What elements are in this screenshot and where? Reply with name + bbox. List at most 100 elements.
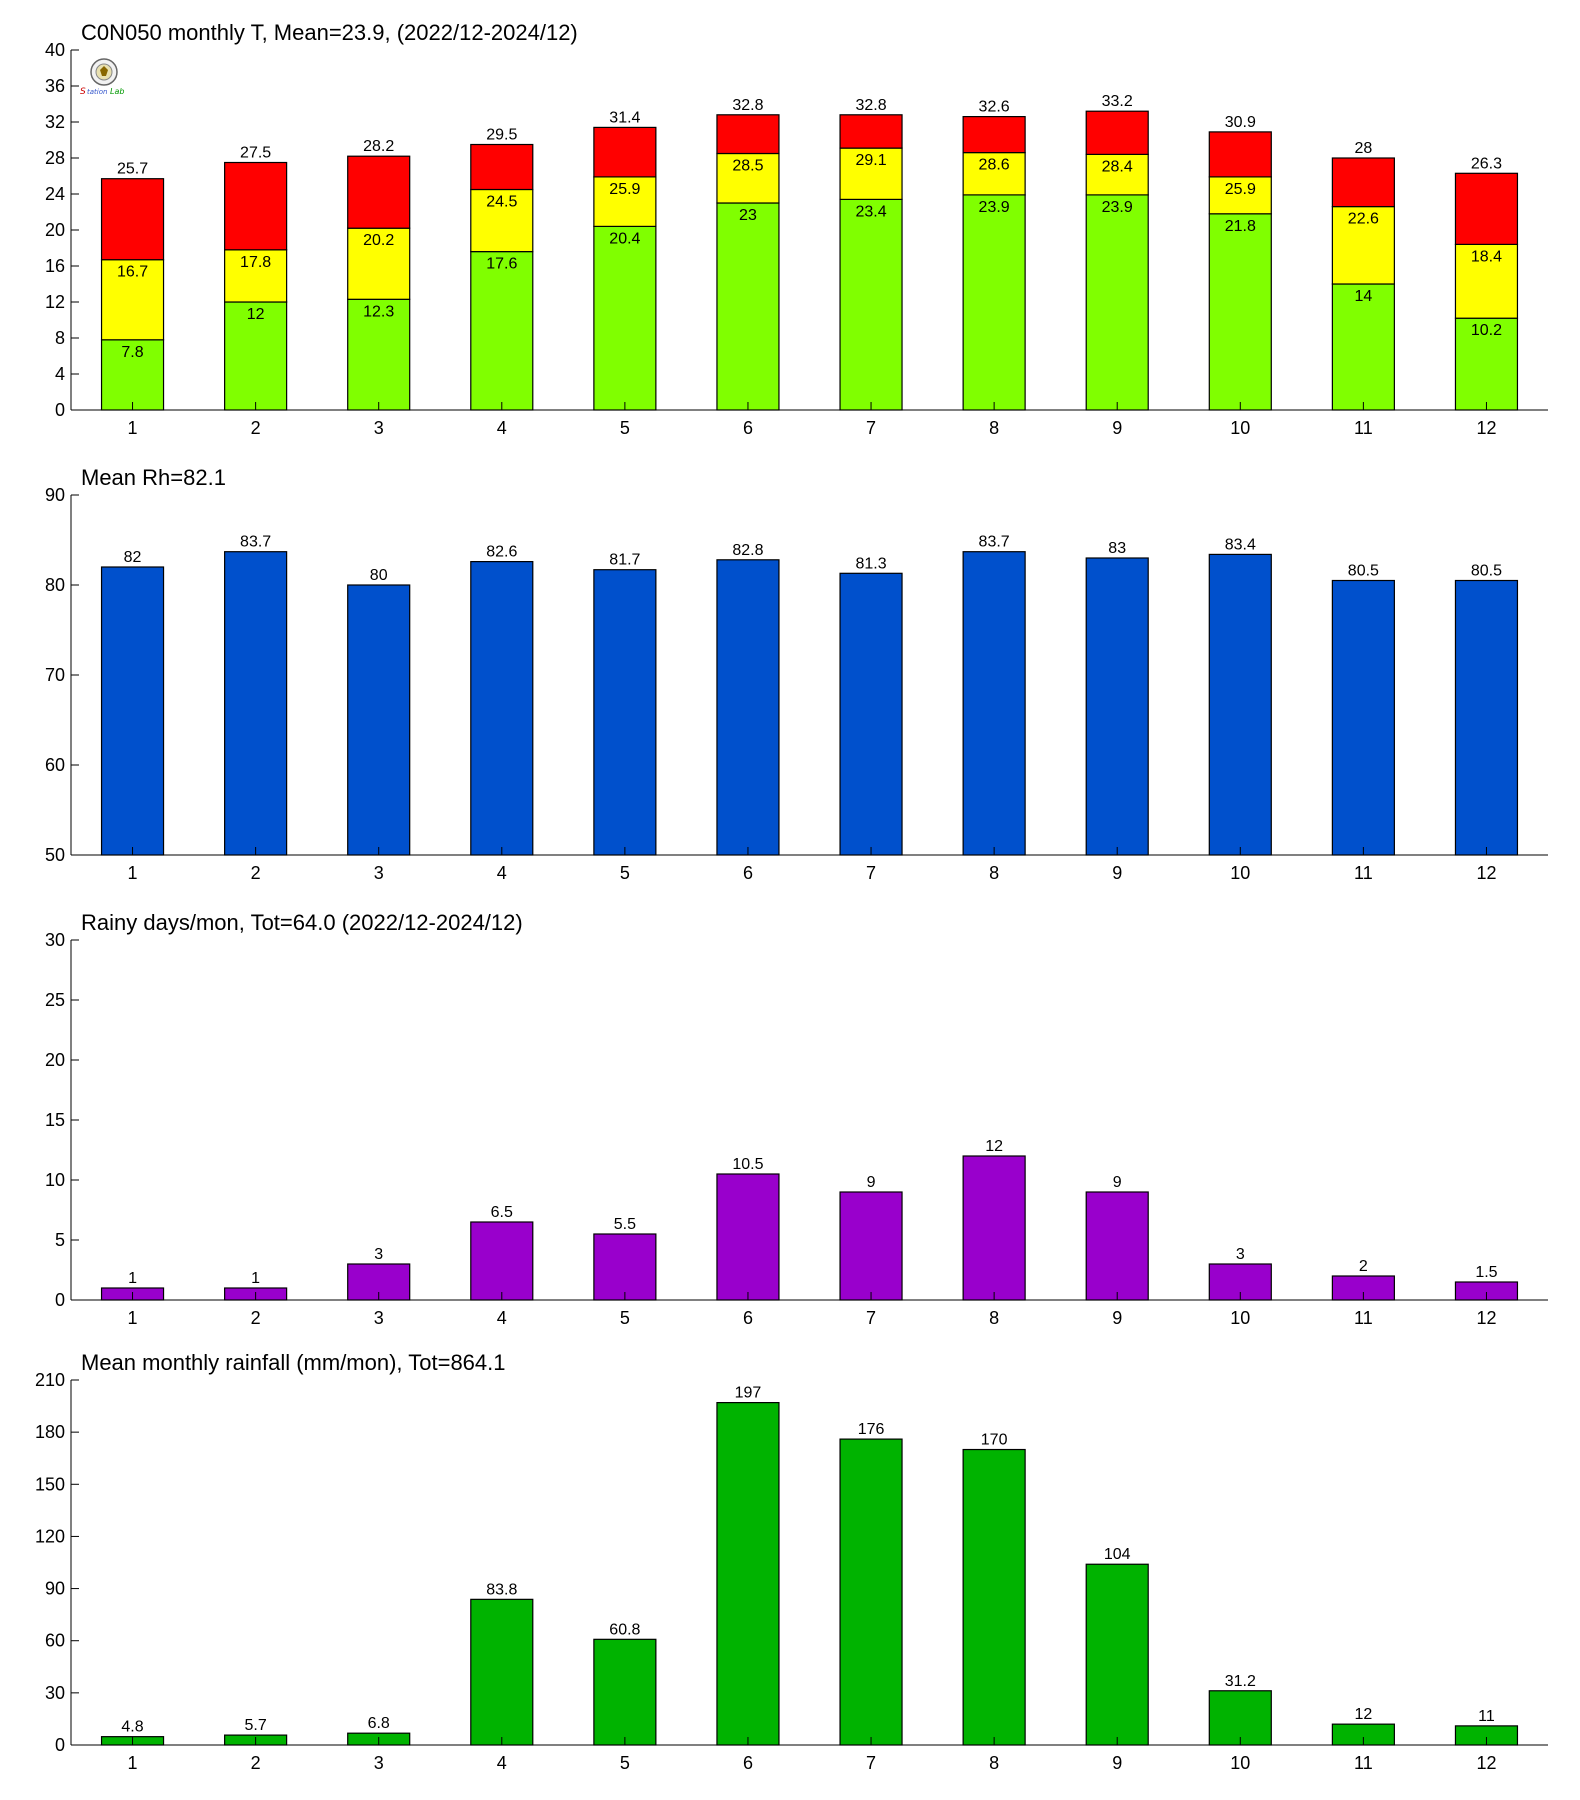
- label-mean-month-11: 22.6: [1348, 211, 1379, 228]
- bar-month-11: [1331, 579, 1395, 856]
- bar-month-9: [1085, 1191, 1149, 1301]
- data-label-month-4: 82.6: [486, 544, 517, 561]
- data-label-month-10: 3: [1236, 1246, 1245, 1263]
- data-label-month-7: 81.3: [855, 555, 886, 572]
- label-max-month-1: 25.7: [117, 161, 148, 178]
- bar-min-month-8: [962, 194, 1026, 411]
- label-mean-month-8: 28.6: [979, 157, 1010, 174]
- bar-mean-month-3: [347, 227, 411, 300]
- data-label-month-6: 197: [735, 1385, 762, 1402]
- bar-max-month-7: [839, 114, 903, 149]
- x-tick-label-8: 8: [989, 863, 999, 883]
- data-label-month-9: 104: [1104, 1546, 1131, 1563]
- x-tick-label-6: 6: [743, 1308, 753, 1328]
- bar-max-month-11: [1331, 157, 1395, 208]
- bar-mean-month-4: [470, 188, 534, 253]
- data-label-month-6: 10.5: [732, 1156, 763, 1173]
- x-tick-label-7: 7: [866, 418, 876, 438]
- label-min-month-12: 10.2: [1471, 322, 1502, 339]
- data-label-month-2: 83.7: [240, 534, 271, 551]
- y-tick-label: 36: [45, 76, 65, 96]
- x-tick-label-4: 4: [497, 418, 507, 438]
- chart-panel-1: 25.716.77.827.517.81228.220.212.329.524.…: [45, 20, 1548, 438]
- bar-month-5: [593, 1233, 657, 1301]
- y-tick-label: 70: [45, 665, 65, 685]
- bar-month-9: [1085, 557, 1149, 856]
- chart-title: Mean monthly rainfall (mm/mon), Tot=864.…: [81, 1350, 506, 1375]
- x-tick-label-11: 11: [1354, 1308, 1373, 1328]
- data-label-month-8: 83.7: [979, 534, 1010, 551]
- bar-mean-month-9: [1085, 153, 1149, 196]
- x-tick-label-4: 4: [497, 1753, 507, 1773]
- bar-mean-month-10: [1208, 176, 1272, 215]
- label-min-month-6: 23: [739, 207, 757, 224]
- x-tick-label-2: 2: [251, 863, 261, 883]
- bar-month-4: [470, 1221, 534, 1301]
- svg-text:Lab: Lab: [110, 87, 124, 96]
- data-label-month-5: 81.7: [609, 552, 640, 569]
- bar-min-month-12: [1454, 317, 1519, 411]
- x-tick-label-9: 9: [1112, 1753, 1122, 1773]
- x-tick-label-9: 9: [1112, 418, 1122, 438]
- x-tick-label-6: 6: [743, 418, 753, 438]
- y-tick-label: 180: [35, 1422, 65, 1442]
- x-tick-label-1: 1: [128, 418, 138, 438]
- label-min-month-4: 17.6: [486, 256, 517, 273]
- data-label-month-1: 82: [124, 549, 142, 566]
- label-min-month-2: 12: [247, 306, 265, 323]
- label-max-month-2: 27.5: [240, 145, 271, 162]
- label-min-month-1: 7.8: [121, 344, 143, 361]
- data-label-month-7: 9: [867, 1174, 876, 1191]
- bar-month-3: [347, 584, 411, 856]
- bar-month-6: [716, 559, 780, 856]
- data-label-month-11: 2: [1359, 1258, 1368, 1275]
- data-label-month-12: 11: [1478, 1708, 1495, 1725]
- chart-title: Rainy days/mon, Tot=64.0 (2022/12-2024/1…: [81, 910, 523, 935]
- data-label-month-12: 80.5: [1471, 563, 1502, 580]
- x-tick-label-10: 10: [1230, 863, 1250, 883]
- bar-mean-month-6: [716, 152, 780, 204]
- x-tick-label-2: 2: [251, 1308, 261, 1328]
- x-tick-label-11: 11: [1354, 863, 1373, 883]
- x-tick-label-4: 4: [497, 863, 507, 883]
- x-tick-label-7: 7: [866, 1753, 876, 1773]
- x-tick-label-6: 6: [743, 1753, 753, 1773]
- label-mean-month-10: 25.9: [1225, 181, 1256, 198]
- label-max-month-10: 30.9: [1225, 114, 1256, 131]
- x-tick-label-3: 3: [374, 863, 384, 883]
- label-max-month-5: 31.4: [609, 109, 640, 126]
- bar-month-5: [593, 1638, 657, 1746]
- data-label-month-11: 12: [1354, 1706, 1372, 1723]
- y-tick-label: 20: [45, 1050, 65, 1070]
- y-tick-label: 30: [45, 930, 65, 950]
- svg-text:S: S: [80, 87, 86, 97]
- bar-month-5: [593, 569, 657, 856]
- x-tick-label-1: 1: [128, 1308, 138, 1328]
- y-tick-label: 120: [35, 1526, 65, 1546]
- label-min-month-11: 14: [1354, 288, 1372, 305]
- y-tick-label: 5: [55, 1230, 65, 1250]
- label-max-month-6: 32.8: [732, 97, 763, 114]
- bar-month-10: [1208, 1690, 1272, 1746]
- data-label-month-4: 83.8: [486, 1581, 517, 1598]
- x-tick-label-3: 3: [374, 1753, 384, 1773]
- data-label-month-1: 1: [128, 1270, 137, 1287]
- data-label-month-6: 82.8: [732, 542, 763, 559]
- y-tick-label: 28: [45, 148, 65, 168]
- x-tick-label-8: 8: [989, 418, 999, 438]
- bar-month-10: [1208, 553, 1272, 856]
- chart-title: C0N050 monthly T, Mean=23.9, (2022/12-20…: [81, 20, 578, 45]
- bar-min-month-9: [1085, 194, 1149, 411]
- bar-max-month-10: [1208, 131, 1272, 178]
- y-tick-label: 30: [45, 1683, 65, 1703]
- bar-month-7: [839, 1438, 903, 1746]
- bar-min-month-1: [100, 339, 165, 411]
- bar-month-9: [1085, 1563, 1149, 1746]
- y-tick-label: 4: [55, 364, 65, 384]
- bar-min-month-4: [470, 251, 534, 411]
- y-tick-label: 20: [45, 220, 65, 240]
- x-tick-label-9: 9: [1112, 1308, 1122, 1328]
- bar-mean-month-12: [1454, 243, 1519, 319]
